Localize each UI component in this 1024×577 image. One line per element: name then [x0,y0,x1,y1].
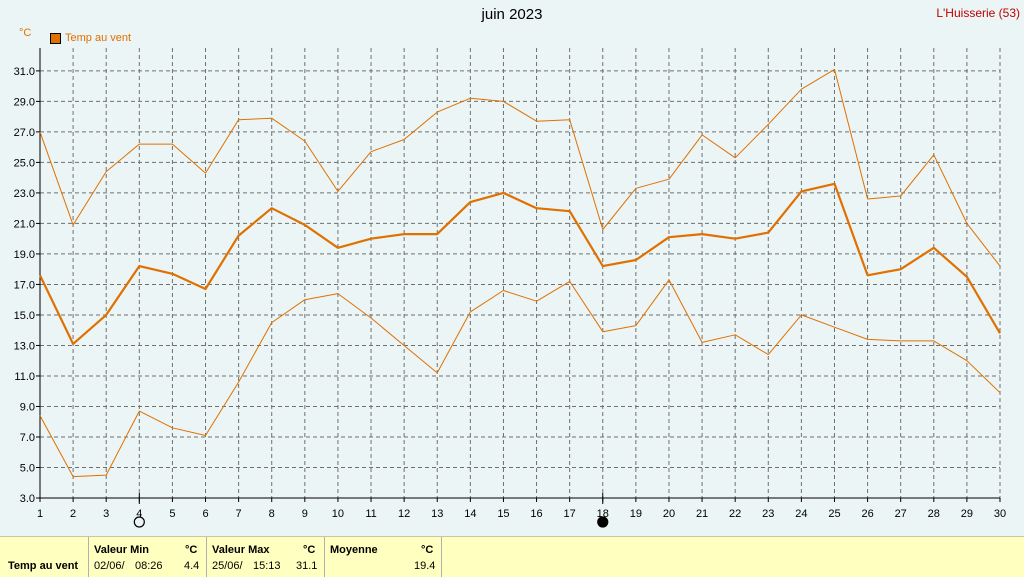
new-moon-icon [597,516,609,528]
stats-separator [88,537,89,577]
x-tick-label: 26 [861,508,873,520]
avg-unit: °C [421,544,434,556]
x-tick-label: 3 [103,508,109,520]
y-tick-label: 5.0 [20,462,35,474]
x-tick-label: 21 [696,508,708,520]
y-tick-label: 3.0 [20,493,35,505]
max-header: Valeur Max [212,544,270,556]
x-tick-label: 24 [795,508,807,520]
x-tick-label: 7 [236,508,242,520]
stats-separator [206,537,207,577]
x-tick-label: 11 [365,508,376,520]
x-tick-label: 19 [630,508,642,520]
x-tick-label: 30 [994,508,1006,520]
x-tick-label: 29 [961,508,973,520]
y-unit-label: °C [19,27,32,39]
x-tick-label: 2 [70,508,76,520]
y-tick-label: 9.0 [20,401,35,413]
x-tick-label: 8 [269,508,275,520]
x-tick-label: 13 [431,508,443,520]
y-tick-label: 29.0 [14,96,35,108]
x-tick-label: 20 [663,508,675,520]
avg-header: Moyenne [330,544,378,556]
min-date: 02/06/ [94,560,125,572]
legend-label: Temp au vent [65,32,132,44]
x-tick-label: 23 [762,508,774,520]
max-unit: °C [303,544,316,556]
x-tick-label: 14 [464,508,476,520]
y-tick-label: 21.0 [14,218,35,230]
x-tick-label: 12 [398,508,410,520]
legend: Temp au vent [50,32,131,44]
x-tick-label: 28 [928,508,940,520]
y-tick-label: 17.0 [14,279,35,291]
max-value: 31.1 [296,560,318,572]
x-tick-label: 15 [497,508,509,520]
stats-panel: Temp au vent Valeur Min °C 02/06/ 08:26 … [0,536,1024,577]
x-tick-label: 6 [202,508,208,520]
y-tick-label: 13.0 [14,340,35,352]
y-tick-label: 25.0 [14,157,35,169]
y-tick-label: 23.0 [14,188,35,200]
x-tick-label: 18 [597,508,609,520]
station-name: L'Huisserie (53) [936,6,1020,20]
max-time: 15:13 [253,560,281,572]
y-tick-label: 31.0 [14,66,35,78]
legend-swatch [50,32,61,44]
stats-row-label: Temp au vent [8,560,79,572]
y-tick-label: 7.0 [20,432,35,444]
min-time: 08:26 [135,560,163,572]
series-line-min [39,279,1001,478]
x-tick-label: 27 [895,508,907,520]
max-date: 25/06/ [212,560,243,572]
min-unit: °C [185,544,198,556]
min-header: Valeur Min [94,544,150,556]
min-value: 4.4 [184,560,200,572]
x-tick-label: 4 [136,508,142,520]
x-tick-label: 25 [828,508,840,520]
y-tick-label: 11.0 [14,371,35,383]
series-line-max [39,68,1001,267]
chart: 3.0 5.0 7.0 9.0 11.0 13.0 15.0 17.0 19.0 21.0 23.0… [14,48,1006,528]
full-moon-icon [133,516,145,528]
x-tick-label: 9 [302,508,308,520]
stats-separator [441,537,442,577]
x-tick-label: 1 [37,508,43,520]
x-tick-label: 10 [332,508,344,520]
x-tick-label: 17 [564,508,576,520]
y-tick-label: 15.0 [14,310,35,322]
avg-value: 19.4 [414,560,436,572]
stats-separator [324,537,325,577]
series-line-mean [39,182,1001,345]
x-tick-label: 16 [530,508,542,520]
chart-title: juin 2023 [481,6,543,23]
y-tick-label: 19.0 [14,249,35,261]
x-tick-label: 22 [729,508,741,520]
y-tick-label: 27.0 [14,127,35,139]
x-tick-label: 5 [169,508,175,520]
